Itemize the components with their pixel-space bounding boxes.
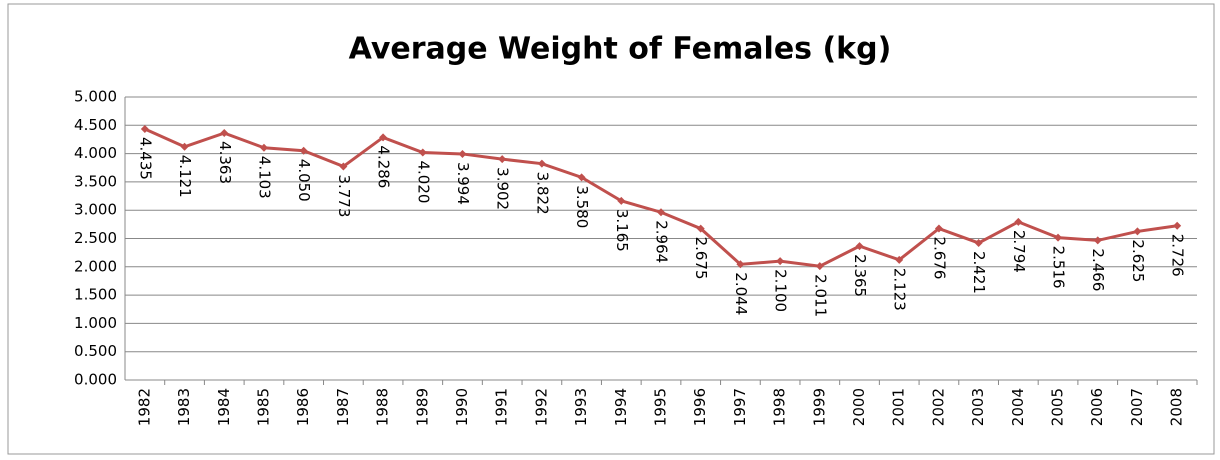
marker <box>934 224 943 233</box>
marker <box>299 146 308 155</box>
x-tick-label: 2008 <box>1168 388 1186 426</box>
y-tick-label: 2.000 <box>74 257 117 275</box>
x-tick-label: 1998 <box>771 388 789 426</box>
y-tick-label: 3.500 <box>74 172 117 190</box>
marker <box>657 208 665 217</box>
marker <box>736 260 745 269</box>
x-tick-label: 1987 <box>334 388 352 426</box>
x-tick-label: 2001 <box>890 388 908 426</box>
data-label: 2.044 <box>732 272 750 315</box>
x-tick-label: 1988 <box>374 388 392 426</box>
y-tick-label: 4.000 <box>74 144 117 162</box>
marker <box>696 224 705 233</box>
marker <box>259 143 268 152</box>
y-tick-label: 1.500 <box>74 286 117 304</box>
marker <box>339 162 348 171</box>
data-label: 4.435 <box>136 137 154 180</box>
data-label: 3.773 <box>335 174 353 217</box>
data-label: 4.286 <box>375 145 393 188</box>
x-tick-label: 1996 <box>691 388 709 426</box>
data-label: 2.466 <box>1089 248 1107 291</box>
x-tick-label: 2005 <box>1049 388 1067 426</box>
marker <box>379 133 388 142</box>
data-label: 2.516 <box>1050 246 1068 289</box>
marker <box>418 148 427 157</box>
data-label: 3.822 <box>533 172 551 215</box>
y-tick-label: 0.500 <box>74 342 117 360</box>
data-label: 4.020 <box>414 160 432 203</box>
x-tick-label: 1995 <box>652 388 670 426</box>
y-tick-label: 0.000 <box>74 371 117 389</box>
marker <box>617 196 626 205</box>
data-label: 2.011 <box>811 274 829 317</box>
x-tick-label: 1993 <box>572 388 590 426</box>
x-tick-label: 2004 <box>1009 388 1027 426</box>
x-tick-label: 2007 <box>1128 388 1146 426</box>
data-label: 4.050 <box>295 159 313 202</box>
data-label: 2.365 <box>851 254 869 297</box>
x-tick-label: 1986 <box>294 388 312 426</box>
y-tick-label: 4.500 <box>74 116 117 134</box>
data-label: 2.794 <box>1010 230 1028 273</box>
x-tick-label: 1982 <box>135 388 153 426</box>
y-tick-label: 1.000 <box>74 314 117 332</box>
data-label: 2.123 <box>891 268 909 311</box>
marker <box>498 155 507 164</box>
data-label: 3.994 <box>454 162 472 205</box>
x-tick-label: 2002 <box>929 388 947 426</box>
y-tick-label: 3.000 <box>74 201 117 219</box>
data-label: 2.726 <box>1169 234 1187 277</box>
marker <box>974 238 983 247</box>
marker <box>1133 227 1142 236</box>
data-label: 2.964 <box>653 220 671 263</box>
data-label: 2.675 <box>692 237 710 280</box>
x-tick-label: 1990 <box>453 388 471 426</box>
marker <box>458 149 467 158</box>
marker <box>1054 233 1063 242</box>
marker <box>895 255 904 264</box>
marker <box>180 142 189 151</box>
marker <box>1173 221 1182 230</box>
marker <box>220 129 229 138</box>
x-tick-label: 1983 <box>175 388 193 426</box>
x-tick-label: 1999 <box>810 388 828 426</box>
x-tick-label: 1997 <box>731 388 749 426</box>
x-tick-label: 2003 <box>969 388 987 426</box>
data-label: 2.625 <box>1129 239 1147 282</box>
marker <box>815 262 824 271</box>
marker <box>855 242 864 251</box>
marker <box>776 257 785 266</box>
data-label: 2.421 <box>970 251 988 294</box>
x-tick-label: 1992 <box>532 388 550 426</box>
x-tick-label: 1985 <box>254 388 272 426</box>
data-label: 3.165 <box>613 209 631 252</box>
y-tick-label: 2.500 <box>74 229 117 247</box>
marker <box>577 173 586 182</box>
x-tick-label: 2000 <box>850 388 868 426</box>
data-label: 4.103 <box>255 156 273 199</box>
x-tick-label: 1991 <box>493 388 511 426</box>
chart-title: Average Weight of Females (kg) <box>349 32 892 67</box>
x-tick-label: 1984 <box>215 388 233 426</box>
marker <box>140 124 149 133</box>
x-tick-label: 1989 <box>413 388 431 426</box>
data-label: 3.580 <box>573 185 591 228</box>
marker <box>1014 217 1023 226</box>
chart-frame <box>7 3 1215 455</box>
y-tick-label: 5.000 <box>74 88 117 106</box>
data-label: 2.100 <box>772 269 790 312</box>
data-label: 2.676 <box>930 237 948 280</box>
x-tick-label: 1994 <box>612 388 630 426</box>
data-label: 3.902 <box>494 167 512 210</box>
marker <box>537 159 546 168</box>
data-label: 4.363 <box>216 141 234 184</box>
x-tick-label: 2006 <box>1088 388 1106 426</box>
marker <box>1093 236 1102 245</box>
data-label: 4.121 <box>176 155 194 198</box>
